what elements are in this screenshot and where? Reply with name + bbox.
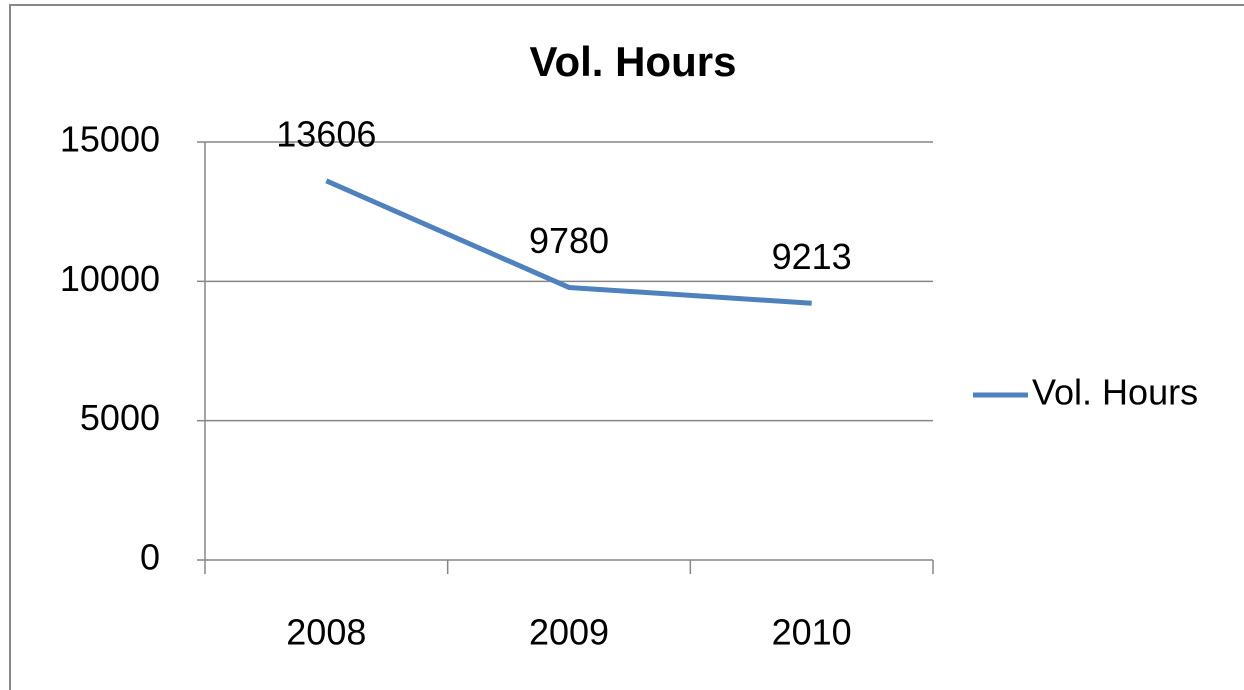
- data-label: 9780: [529, 220, 609, 261]
- y-tick-label: 5000: [80, 397, 160, 438]
- chart-title: Vol. Hours: [530, 38, 737, 85]
- x-tick-label: 2009: [529, 612, 609, 653]
- y-tick-label: 10000: [60, 258, 160, 299]
- y-tick-label: 15000: [60, 119, 160, 160]
- x-tick-label: 2008: [286, 612, 366, 653]
- y-tick-label: 0: [140, 537, 160, 578]
- data-label: 13606: [276, 113, 376, 154]
- data-label: 9213: [772, 236, 852, 277]
- line-series: [325, 178, 812, 306]
- legend-label: Vol. Hours: [1032, 372, 1198, 413]
- chart-border: [9, 4, 1244, 690]
- x-tick-label: 2010: [772, 612, 852, 653]
